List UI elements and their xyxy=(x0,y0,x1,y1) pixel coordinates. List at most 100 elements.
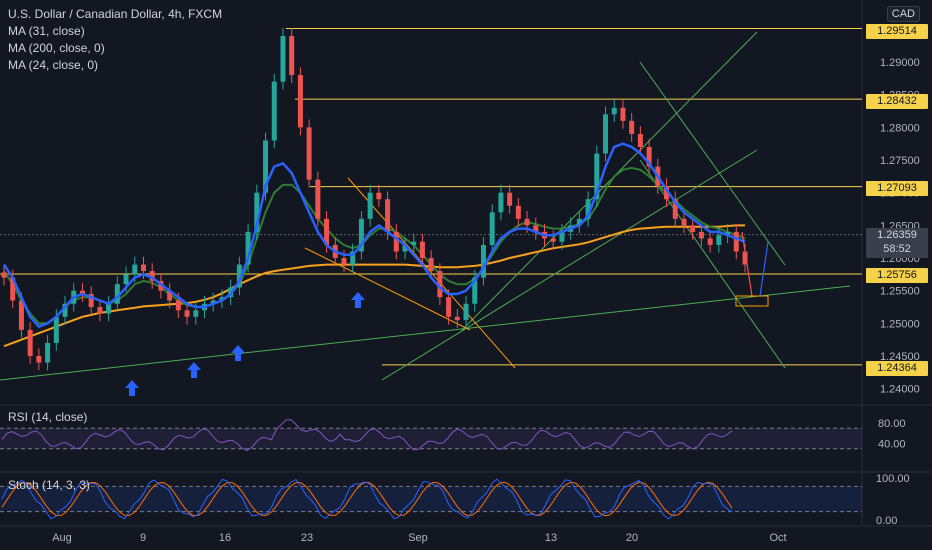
channel-upper-line xyxy=(461,31,758,331)
candle-body xyxy=(367,192,373,219)
chart-legend: U.S. Dollar / Canadian Dollar, 4h, FXCM … xyxy=(8,6,222,74)
candle-body xyxy=(480,244,486,278)
candle-body xyxy=(428,258,434,272)
candle-body xyxy=(472,277,478,304)
candle-body xyxy=(707,238,713,245)
level-tag-3: 1.27093 xyxy=(866,181,928,196)
candle-body xyxy=(385,199,391,232)
candle-body xyxy=(341,258,347,265)
candle-body xyxy=(149,271,155,281)
stoch-k-line xyxy=(1,478,733,520)
candle-body xyxy=(36,356,42,363)
ma200-line xyxy=(3,224,745,348)
projection-down-arrow xyxy=(741,231,753,297)
candle-body xyxy=(524,218,530,226)
bar-countdown: 58:52 xyxy=(883,243,911,255)
candle-body xyxy=(88,293,94,308)
candle-body xyxy=(664,186,670,200)
candle-body xyxy=(611,107,617,115)
rsi-line xyxy=(1,419,733,452)
time-tick-label: 23 xyxy=(301,532,313,544)
candle-body xyxy=(690,225,696,232)
price-tick-label: 1.24000 xyxy=(880,384,920,396)
candle-body xyxy=(280,35,286,82)
price-tick-label: 1.28000 xyxy=(880,122,920,134)
currency-button[interactable]: CAD xyxy=(886,6,920,22)
price-tick-label: 1.27500 xyxy=(880,155,920,167)
candle-body xyxy=(411,241,417,245)
candle-body xyxy=(53,316,59,343)
price-tick-label: 1.25000 xyxy=(880,318,920,330)
target-box xyxy=(735,295,769,307)
candle-body xyxy=(594,153,600,200)
time-tick-label: Aug xyxy=(52,532,72,544)
stoch-pane-label[interactable]: Stoch (14, 3, 3) xyxy=(8,478,91,492)
buy-arrow-icon xyxy=(125,380,139,396)
candle-body xyxy=(289,35,295,76)
candle-body xyxy=(97,307,103,314)
symbol-title[interactable]: U.S. Dollar / Canadian Dollar, 4h, FXCM xyxy=(8,7,223,21)
time-tick-label: 13 xyxy=(545,532,557,544)
candle-body xyxy=(393,231,399,252)
candle-body xyxy=(193,310,199,317)
buy-arrow-icon xyxy=(231,345,245,361)
rsi-pane-label[interactable]: RSI (14, close) xyxy=(8,410,88,424)
time-tick-label: 16 xyxy=(219,532,231,544)
candle-body xyxy=(219,297,225,301)
falling-channel-line xyxy=(639,159,786,369)
candle-body xyxy=(533,225,539,232)
current-price-value: 1.26359 xyxy=(877,229,917,241)
candle-body xyxy=(79,290,85,294)
candle-body xyxy=(681,218,687,226)
candle-body xyxy=(550,238,556,242)
candle-body xyxy=(45,342,51,363)
channel-lower-line xyxy=(381,149,758,381)
candle-body xyxy=(725,231,731,236)
time-tick-label: 20 xyxy=(626,532,638,544)
stoch-tick-label: 0.00 xyxy=(876,515,897,527)
buy-arrow-icon xyxy=(351,292,365,308)
candle-body xyxy=(515,205,521,219)
candle-body xyxy=(559,231,565,242)
ma200-legend[interactable]: MA (200, close, 0) xyxy=(8,41,105,55)
candle-body xyxy=(210,300,216,304)
candle-body xyxy=(629,120,635,134)
candle-body xyxy=(358,218,364,252)
level-tag-1: 1.29514 xyxy=(866,24,928,39)
level-tag-5: 1.24364 xyxy=(866,361,928,376)
ma31-legend[interactable]: MA (31, close) xyxy=(8,24,85,38)
candle-body xyxy=(672,199,678,219)
candle-body xyxy=(132,264,138,275)
candle-body xyxy=(123,274,129,285)
falling-channel-line xyxy=(639,61,786,266)
candle-body xyxy=(1,272,7,278)
candle-body xyxy=(507,192,513,206)
candle-body xyxy=(576,218,582,226)
ma31-line xyxy=(2,142,746,329)
rsi-tick-label: 40.00 xyxy=(878,439,906,451)
candle-body xyxy=(263,140,269,193)
candle-body xyxy=(437,271,443,298)
level-tag-4: 1.25756 xyxy=(866,268,928,283)
candle-body xyxy=(315,179,321,219)
price-tick-label: 1.24500 xyxy=(880,351,920,363)
stoch-band xyxy=(0,486,862,512)
ma24-line xyxy=(3,166,746,325)
current-price-tag: 1.26359 58:52 xyxy=(866,228,928,258)
candle-body xyxy=(306,127,312,180)
price-tick-label: 1.25500 xyxy=(880,286,920,298)
time-tick-label: 9 xyxy=(140,532,146,544)
trendline-support xyxy=(0,285,851,381)
candle-body xyxy=(733,231,739,252)
candle-body xyxy=(350,251,356,265)
candle-body xyxy=(742,251,748,265)
candle-body xyxy=(489,212,495,245)
candle-body xyxy=(245,231,251,265)
candle-body xyxy=(254,192,260,232)
candle-body xyxy=(454,316,460,321)
ma24-legend[interactable]: MA (24, close, 0) xyxy=(8,58,99,72)
candle-body xyxy=(419,241,425,259)
rsi-band xyxy=(0,428,862,449)
candle-body xyxy=(271,81,277,141)
